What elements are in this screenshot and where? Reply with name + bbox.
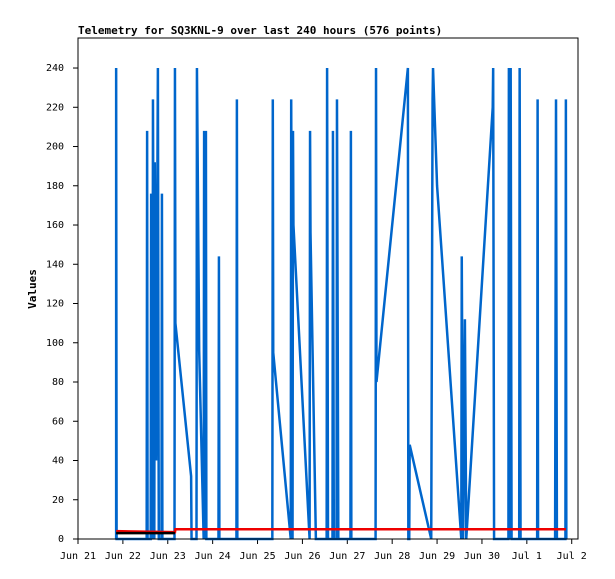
x-tick-label: Jun 21: [60, 551, 96, 562]
y-tick-label: 60: [52, 416, 64, 427]
y-axis-label: Values: [26, 269, 39, 309]
chart-title: Telemetry for SQ3KNL-9 over last 240 hou…: [78, 24, 442, 37]
x-tick-label: Jun 28: [374, 551, 410, 562]
x-tick-label: Jun 22: [105, 551, 141, 562]
y-tick-label: 20: [52, 495, 64, 506]
x-tick-label: Jul 1: [512, 551, 542, 562]
plot-frame: [77, 37, 579, 540]
y-tick-label: 40: [52, 456, 64, 467]
x-tick-label: Jun 26: [284, 551, 320, 562]
x-tick-label: Jun 24: [195, 551, 231, 562]
y-tick-label: 120: [46, 299, 64, 310]
y-tick-label: 100: [46, 338, 64, 349]
y-tick-label: 200: [46, 142, 64, 153]
y-tick-label: 160: [46, 220, 64, 231]
y-tick-label: 180: [46, 181, 64, 192]
x-tick-label: Jun 30: [464, 551, 500, 562]
y-tick-label: 140: [46, 259, 64, 270]
x-tick-label: Jun 23: [150, 551, 186, 562]
x-tick-label: Jun 29: [419, 551, 455, 562]
x-tick-label: Jun 27: [329, 551, 365, 562]
y-tick-label: 240: [46, 63, 64, 74]
x-tick-label: Jun 25: [239, 551, 275, 562]
y-tick-label: 220: [46, 102, 64, 113]
y-tick-label: 80: [52, 377, 64, 388]
x-tick-label: Jul 2: [557, 551, 587, 562]
data-line: [116, 527, 566, 534]
y-tick-label: 0: [58, 534, 64, 545]
